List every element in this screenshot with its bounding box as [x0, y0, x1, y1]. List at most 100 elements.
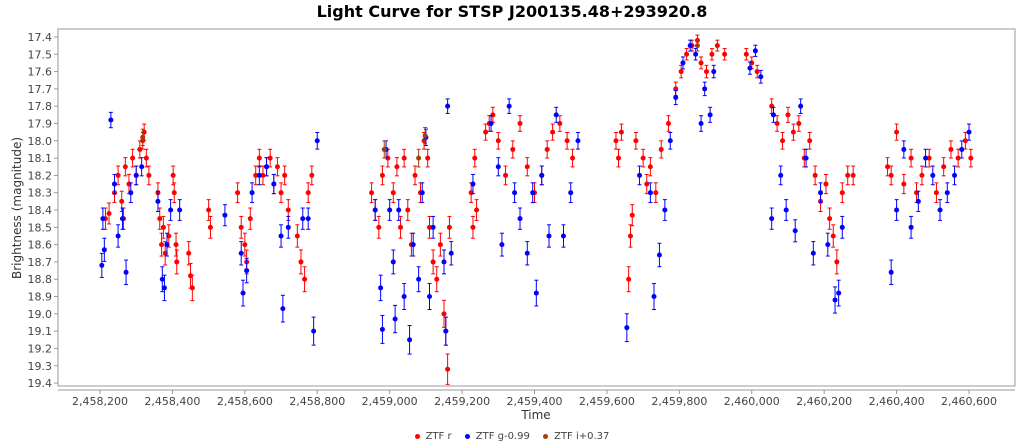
point-marker [285, 224, 291, 230]
point-marker [704, 69, 710, 75]
point-marker [470, 224, 476, 230]
point-marker [839, 190, 845, 196]
data-point [139, 157, 145, 177]
data-point [901, 140, 907, 159]
point-marker [778, 172, 784, 178]
point-marker [533, 290, 539, 296]
data-point [256, 148, 262, 168]
y-tick-label: 19.4 [28, 377, 53, 390]
x-axis-label: Time [520, 408, 550, 422]
point-marker [416, 155, 422, 161]
point-marker [894, 129, 900, 135]
point-marker [188, 273, 194, 279]
data-point [792, 219, 798, 243]
legend: ZTF r ZTF g-0.99 ZTF i+0.37 [0, 431, 1024, 442]
data-point [778, 165, 784, 186]
point-marker [159, 242, 165, 248]
data-point [798, 98, 804, 114]
data-point [425, 148, 431, 168]
point-marker [159, 276, 165, 282]
point-marker [488, 120, 494, 126]
point-marker [818, 190, 824, 196]
data-point [626, 266, 632, 293]
data-point [850, 165, 856, 186]
data-point [524, 241, 530, 266]
point-marker [790, 129, 796, 135]
data-point [247, 207, 253, 230]
y-tick-label: 17.4 [28, 31, 53, 44]
point-marker [441, 259, 447, 265]
data-point [707, 106, 713, 123]
point-marker [146, 172, 152, 178]
data-point [387, 199, 393, 221]
point-marker [885, 164, 891, 170]
data-point [285, 215, 291, 239]
point-marker [830, 233, 836, 239]
point-marker [495, 138, 501, 144]
point-marker [743, 51, 749, 57]
point-marker [278, 190, 284, 196]
point-marker [524, 164, 530, 170]
point-marker [687, 43, 693, 49]
point-marker [915, 198, 921, 204]
data-point [240, 279, 246, 307]
point-marker [390, 190, 396, 196]
point-marker [274, 164, 280, 170]
point-marker [242, 242, 248, 248]
point-marker [238, 250, 244, 256]
data-point [419, 182, 425, 204]
point-marker [618, 129, 624, 135]
data-point [427, 215, 433, 239]
data-point [392, 304, 398, 334]
data-point [427, 283, 433, 311]
data-point [709, 48, 715, 61]
data-point [796, 115, 802, 132]
data-point [274, 157, 280, 177]
point-marker [747, 65, 753, 71]
data-point [495, 157, 501, 177]
point-marker [430, 224, 436, 230]
point-marker [137, 146, 143, 152]
data-point [673, 90, 679, 106]
point-marker [832, 297, 838, 303]
point-marker [626, 276, 632, 282]
point-marker [101, 247, 107, 253]
data-point [115, 165, 121, 186]
data-point [437, 232, 443, 257]
data-point [416, 148, 422, 168]
data-point [207, 215, 213, 239]
data-point [633, 131, 639, 150]
point-marker [952, 172, 958, 178]
data-point [553, 106, 559, 123]
point-marker [627, 233, 633, 239]
data-point [434, 266, 440, 293]
data-point [503, 165, 509, 186]
point-marker [517, 120, 523, 126]
point-marker [166, 233, 172, 239]
y-tick-label: 18.6 [28, 239, 53, 252]
data-point [640, 148, 646, 168]
data-point [300, 207, 306, 230]
point-marker [798, 103, 804, 109]
point-marker [115, 172, 121, 178]
data-point [769, 207, 775, 230]
point-marker [752, 48, 758, 54]
data-point [810, 241, 816, 266]
data-point [177, 199, 183, 221]
data-point [752, 44, 758, 57]
point-marker [792, 228, 798, 234]
point-marker [662, 207, 668, 213]
data-point [546, 224, 552, 248]
data-point [533, 279, 539, 307]
data-point [282, 165, 288, 186]
point-marker [474, 207, 480, 213]
point-marker [564, 138, 570, 144]
data-point [146, 165, 152, 186]
point-marker [785, 112, 791, 118]
data-point [968, 148, 974, 168]
point-marker [305, 216, 311, 222]
x-tick-label: 2,458,200 [72, 395, 128, 408]
data-point [807, 131, 813, 150]
point-marker [499, 242, 505, 248]
data-point [470, 173, 476, 195]
